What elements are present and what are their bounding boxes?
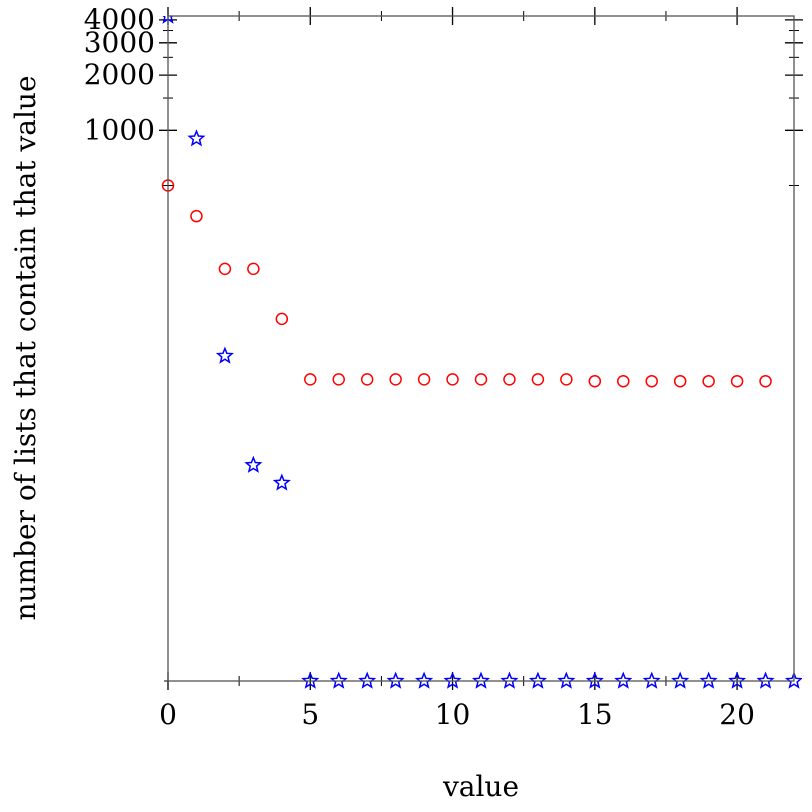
star-point [728, 671, 747, 689]
series-1 [162, 16, 802, 689]
circle-point [275, 312, 289, 326]
star-point [557, 671, 576, 689]
circle-point [560, 373, 573, 386]
y-tick-label: 1000 [84, 113, 155, 146]
circle-point [190, 209, 203, 223]
circle-point [588, 374, 602, 388]
star-point [415, 671, 434, 689]
star-point [699, 671, 718, 689]
x-axis-label: value [442, 770, 519, 803]
circle-point [218, 262, 232, 276]
circle-point [474, 373, 488, 386]
axis-ticks [159, 7, 803, 690]
circle-point [247, 262, 260, 276]
x-tick-label: 0 [159, 698, 177, 731]
star-point [272, 473, 291, 491]
star-point [215, 346, 234, 364]
series-0 [161, 179, 772, 388]
star-point [358, 671, 377, 689]
circle-point [389, 373, 402, 386]
star-point [784, 671, 802, 689]
circle-point [617, 374, 630, 388]
circle-point [759, 374, 772, 388]
star-point [671, 671, 690, 689]
star-point [386, 671, 405, 689]
circle-point [304, 373, 317, 386]
plot-frame [167, 15, 795, 682]
x-tick-label: 15 [577, 698, 613, 731]
circle-point [360, 373, 374, 386]
circle-point [446, 373, 459, 386]
star-point [471, 671, 491, 689]
circle-point [503, 373, 516, 386]
circle-point [531, 373, 545, 386]
star-point [642, 671, 661, 689]
star-point [244, 455, 263, 473]
star-point [187, 129, 206, 147]
star-point [756, 671, 775, 689]
star-point [614, 671, 633, 689]
circle-point [417, 373, 431, 386]
y-axis-label: number of lists that contain that value [9, 75, 42, 620]
circle-point [645, 374, 658, 388]
data-marks [161, 16, 802, 689]
star-point [528, 671, 547, 689]
star-point [329, 671, 348, 689]
x-tick-label: 20 [719, 698, 755, 731]
circle-point [332, 373, 345, 386]
y-tick-label: 4000 [84, 3, 155, 36]
x-tick-label: 5 [301, 698, 319, 731]
star-point [301, 671, 320, 689]
star-point [585, 671, 604, 689]
star-point [500, 671, 519, 689]
circle-point [702, 374, 715, 388]
y-tick-label: 3000 [84, 26, 155, 59]
circle-point [673, 374, 687, 388]
circle-point [730, 374, 744, 388]
x-tick-label: 10 [435, 698, 471, 731]
y-tick-label: 2000 [84, 58, 155, 91]
star-point [443, 671, 462, 689]
